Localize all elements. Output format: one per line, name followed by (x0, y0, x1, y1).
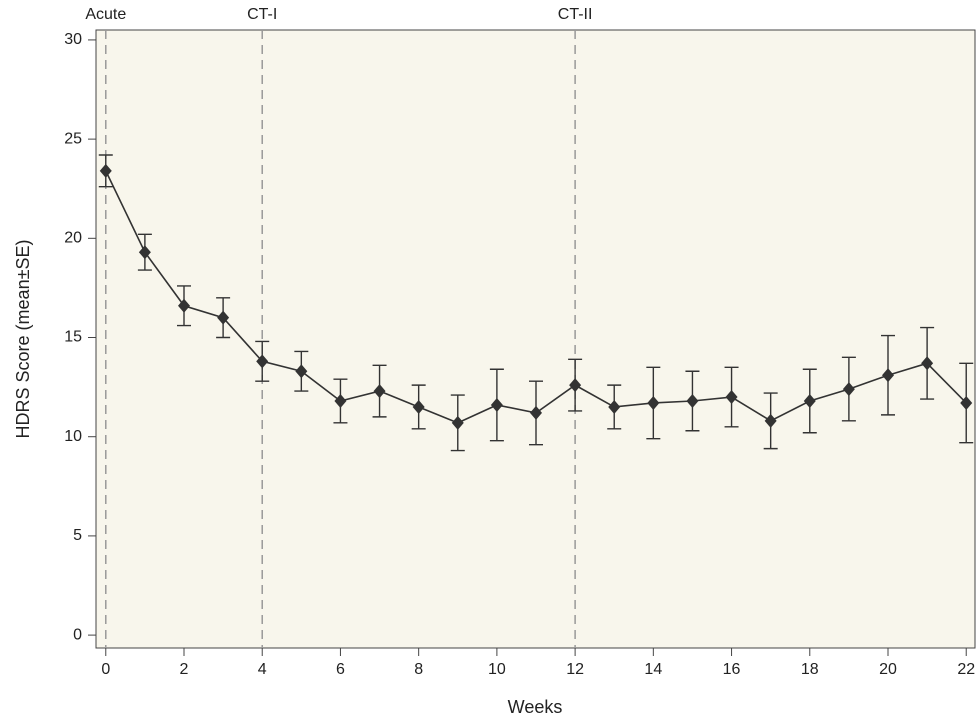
x-tick-label: 16 (723, 661, 741, 678)
x-tick-label: 6 (336, 661, 345, 678)
x-tick-label: 0 (101, 661, 110, 678)
x-tick-label: 2 (180, 661, 189, 678)
x-tick-label: 14 (644, 661, 662, 678)
data-point (686, 393, 699, 408)
data-point (412, 399, 425, 414)
data-point (217, 310, 230, 325)
x-tick-label: 18 (801, 661, 819, 678)
data-point (960, 395, 973, 410)
data-point (764, 413, 777, 428)
data-point (99, 163, 112, 178)
data-point (334, 393, 347, 408)
data-point (882, 368, 894, 383)
data-point (490, 397, 503, 412)
data-point (295, 364, 308, 379)
data-point (256, 354, 269, 369)
y-tick-label: 5 (73, 527, 82, 544)
data-point (569, 378, 582, 393)
x-tick-label: 12 (566, 661, 584, 678)
data-point (178, 298, 190, 313)
y-tick-label: 20 (64, 230, 82, 247)
annotation-label: Acute (85, 6, 126, 23)
data-point (451, 415, 464, 430)
data-point (373, 384, 386, 399)
y-tick-label: 25 (64, 130, 82, 147)
y-tick-label: 30 (64, 31, 82, 48)
x-tick-label: 22 (957, 661, 975, 678)
data-point (921, 356, 934, 371)
y-tick-label: 0 (73, 626, 82, 643)
plot-area (95, 29, 976, 649)
x-axis-label: Weeks (508, 697, 563, 717)
y-axis-label: HDRS Score (mean±SE) (13, 240, 33, 439)
data-point (138, 245, 151, 260)
annotation-label: CT-I (247, 6, 277, 23)
x-tick-label: 10 (488, 661, 506, 678)
data-point (725, 390, 738, 405)
x-tick-label: 20 (879, 661, 897, 678)
data-point (530, 405, 542, 420)
y-tick-label: 10 (64, 428, 82, 445)
y-tick-label: 15 (64, 329, 82, 346)
data-point (842, 382, 855, 397)
x-tick-label: 4 (258, 661, 267, 678)
data-point (647, 395, 660, 410)
data-point (803, 393, 816, 408)
annotation-label: CT-II (558, 6, 593, 23)
x-tick-label: 8 (414, 661, 423, 678)
data-point (608, 399, 621, 414)
